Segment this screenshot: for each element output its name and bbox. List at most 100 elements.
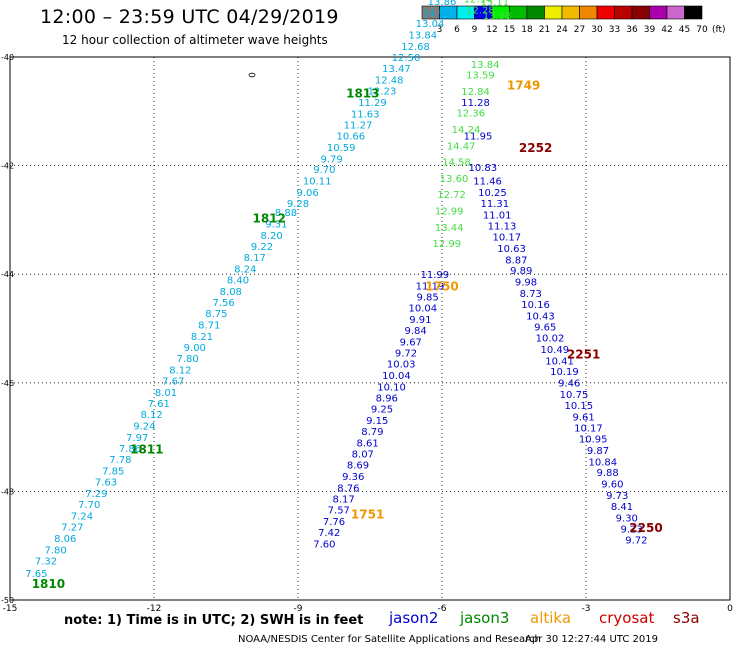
y-tick-label: -50 bbox=[1, 596, 14, 605]
data-point: 13.86 bbox=[428, 0, 457, 8]
data-point: 8.21 bbox=[191, 332, 213, 343]
data-point: 12.28 bbox=[466, 6, 495, 17]
data-point: 12.14 bbox=[464, 0, 493, 6]
x-tick-label: -6 bbox=[438, 604, 447, 614]
data-point: 7.78 bbox=[109, 455, 131, 466]
colorbar-label: 30 bbox=[591, 25, 603, 35]
data-point: 7.61 bbox=[148, 399, 170, 410]
data-point: 8.73 bbox=[520, 289, 542, 300]
x-tick-label: -12 bbox=[147, 604, 162, 614]
data-point: 8.40 bbox=[227, 275, 249, 286]
data-point: 7.80 bbox=[44, 545, 66, 556]
x-tick-label: -3 bbox=[582, 604, 591, 614]
data-point: 7.57 bbox=[328, 506, 350, 517]
data-point: 8.17 bbox=[244, 253, 266, 264]
y-tick-label: -40 bbox=[1, 53, 14, 62]
wave-height-colorbar: 3 6 9 12 15 18 21 24 27 30 33 36 39 42 45 70 (ft) bbox=[421, 5, 726, 35]
legend-jason3: jason3 bbox=[460, 609, 510, 627]
x-tick-label: 0 bbox=[727, 604, 733, 614]
data-point: 10.03 bbox=[387, 360, 416, 371]
data-point: 8.12 bbox=[140, 410, 162, 421]
pass-time-label: 1751 bbox=[351, 508, 384, 522]
data-point: 10.17 bbox=[574, 424, 603, 435]
data-point: 9.79 bbox=[320, 154, 342, 165]
data-point: 10.43 bbox=[526, 311, 555, 322]
data-point: 10.84 bbox=[588, 457, 617, 468]
data-point: 9.22 bbox=[251, 242, 273, 253]
chart-title: 12:00 – 23:59 UTC 04/29/2019 bbox=[40, 6, 339, 28]
data-point: 11.13 bbox=[488, 222, 517, 233]
data-point: 7.70 bbox=[78, 500, 100, 511]
colorbar-label: 24 bbox=[556, 25, 568, 35]
data-point: 10.49 bbox=[540, 345, 569, 356]
colorbar-label: 39 bbox=[644, 25, 656, 35]
data-point: 9.72 bbox=[395, 349, 417, 360]
pass-time-label: 2252 bbox=[519, 141, 552, 155]
y-tick-label: -46 bbox=[1, 379, 14, 388]
colorbar-label: 36 bbox=[626, 25, 638, 35]
data-point: 13.44 bbox=[435, 223, 464, 234]
data-point: 13.47 bbox=[382, 64, 411, 75]
data-point: 10.15 bbox=[564, 401, 593, 412]
data-point: 9.72 bbox=[625, 536, 647, 547]
data-point: 8.06 bbox=[54, 534, 76, 545]
data-point: 10.66 bbox=[336, 132, 365, 143]
data-point: 12.72 bbox=[437, 190, 466, 201]
legend-cryosat: cryosat bbox=[599, 609, 655, 627]
data-point: 8.96 bbox=[376, 393, 398, 404]
data-point: 8.01 bbox=[155, 388, 177, 399]
colorbar-label: 21 bbox=[539, 25, 550, 35]
pass-time-label: 2250 bbox=[629, 521, 662, 535]
data-point: 12.48 bbox=[375, 76, 404, 87]
data-point: 12.50 bbox=[392, 53, 421, 64]
data-point: 9.84 bbox=[404, 326, 426, 337]
data-point: 9.65 bbox=[534, 323, 556, 334]
data-point: 10.16 bbox=[521, 300, 550, 311]
colorbar-label: 45 bbox=[679, 25, 690, 35]
chart-subtitle: 12 hour collection of altimeter wave hei… bbox=[62, 33, 328, 47]
data-point: 10.25 bbox=[478, 188, 507, 199]
data-point: 7.60 bbox=[313, 539, 335, 550]
colorbar-swatch bbox=[684, 5, 703, 20]
data-point: 10.11 bbox=[303, 177, 332, 188]
data-point: 13.84 bbox=[408, 31, 437, 42]
footer-timestamp: Apr 30 12:27:44 UTC 2019 bbox=[525, 634, 658, 645]
data-point: 9.67 bbox=[400, 337, 422, 348]
pass-time-label: 2251 bbox=[567, 347, 600, 361]
data-point: 14.90 bbox=[423, 8, 452, 19]
pass-time-label: 1749 bbox=[507, 79, 540, 93]
data-point: 11.31 bbox=[480, 199, 509, 210]
data-point: 11.99 bbox=[420, 270, 449, 281]
data-point: 9.31 bbox=[265, 220, 287, 231]
data-point: 8.61 bbox=[356, 438, 378, 449]
data-point: 9.36 bbox=[342, 472, 364, 483]
footer-credit: NOAA/NESDIS Center for Satellite Applica… bbox=[238, 634, 541, 645]
colorbar-unit: (ft) bbox=[712, 25, 726, 35]
colorbar-label: 6 bbox=[454, 25, 460, 35]
data-point: 7.63 bbox=[95, 477, 117, 488]
data-point: 14.24 bbox=[452, 125, 481, 136]
data-point: 7.42 bbox=[318, 528, 340, 539]
pass-time-label: 1810 bbox=[32, 577, 65, 591]
data-point: 7.85 bbox=[102, 467, 124, 478]
x-tick-label: -15 bbox=[3, 604, 18, 614]
data-point: 7.86 bbox=[119, 444, 141, 455]
colorbar-label: 42 bbox=[661, 25, 672, 35]
data-point: 9.60 bbox=[601, 480, 623, 491]
data-point: 7.24 bbox=[71, 512, 93, 523]
legend-altika: altika bbox=[530, 609, 572, 627]
data-point: 9.15 bbox=[366, 416, 388, 427]
data-point: 10.04 bbox=[408, 304, 437, 315]
data-point: 8.75 bbox=[205, 309, 227, 320]
data-point: 7.27 bbox=[61, 522, 83, 533]
data-point: 12.99 bbox=[432, 239, 461, 250]
data-point: 7.56 bbox=[212, 298, 234, 309]
data-point: 14.58 bbox=[442, 158, 471, 169]
legend-s3a: s3a bbox=[673, 609, 700, 627]
data-point: 9.73 bbox=[606, 491, 628, 502]
data-point: 10.83 bbox=[468, 163, 497, 174]
data-point: 8.17 bbox=[332, 494, 354, 505]
legend-jason2: jason2 bbox=[389, 609, 439, 627]
data-point: 8.41 bbox=[611, 502, 633, 513]
data-point: 8.24 bbox=[234, 265, 256, 276]
